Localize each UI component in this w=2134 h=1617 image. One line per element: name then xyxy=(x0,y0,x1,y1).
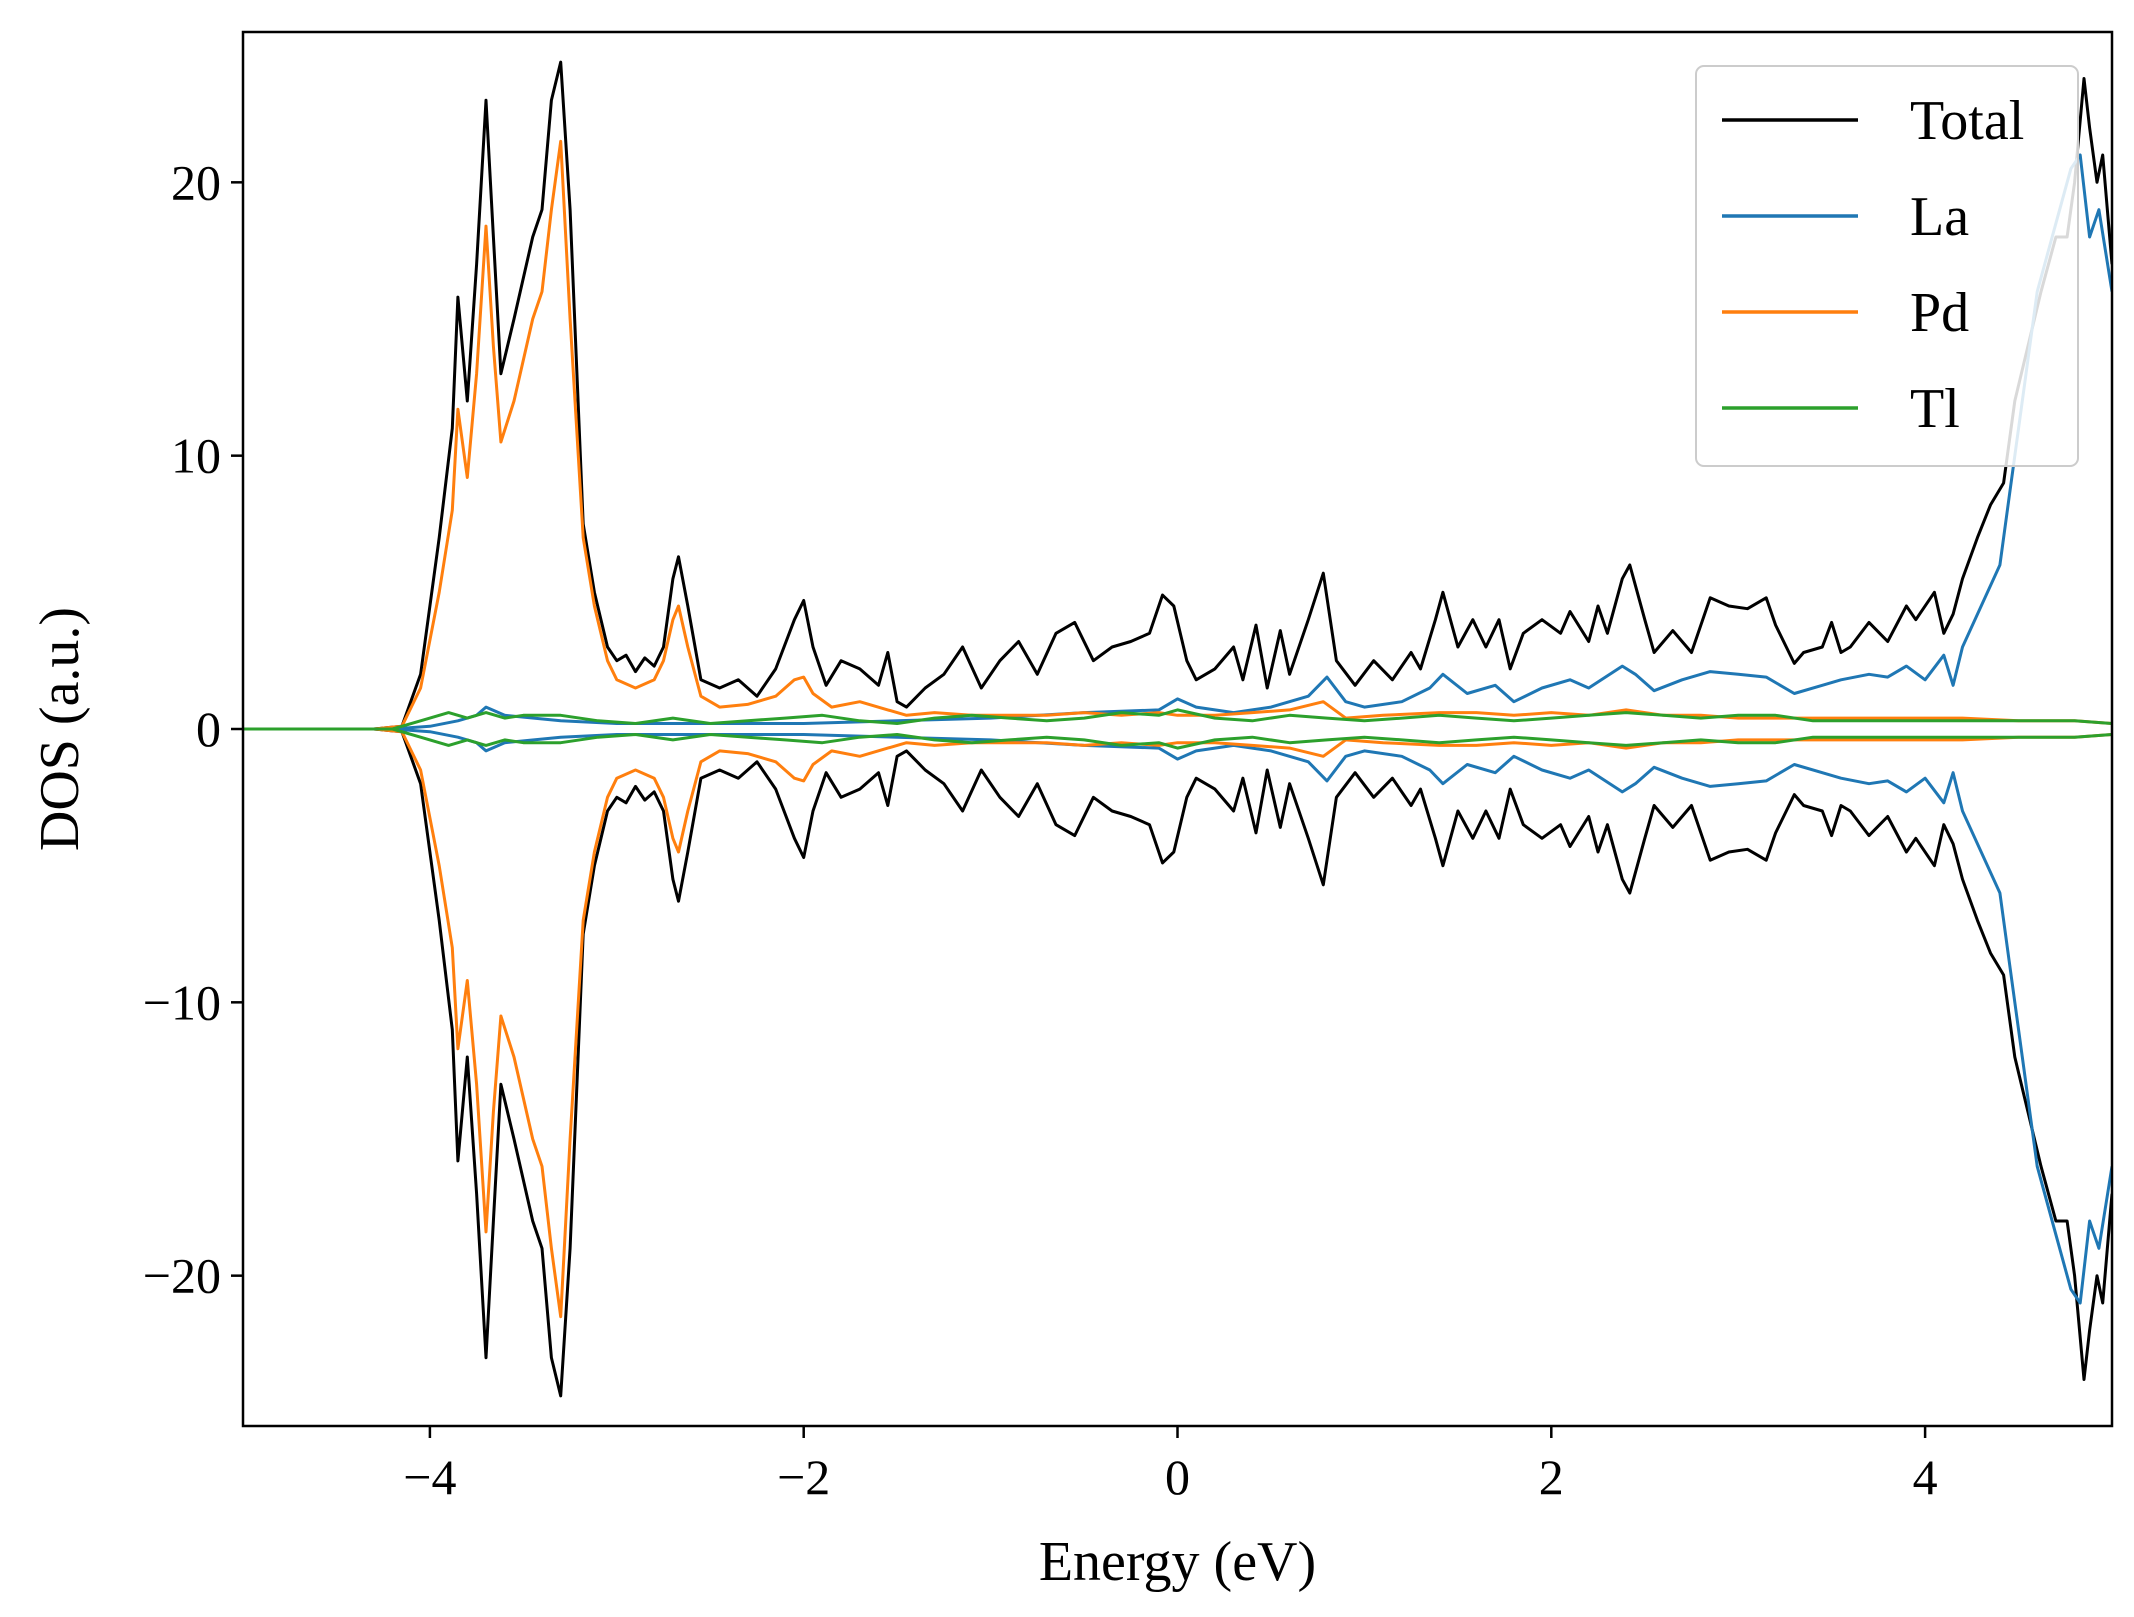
y-tick-label: 0 xyxy=(196,701,221,757)
series-layer xyxy=(243,60,2112,1398)
y-tick-label: −20 xyxy=(143,1248,221,1304)
legend-box xyxy=(1695,65,2079,467)
series-line-pd-spin-down xyxy=(243,727,2112,1319)
y-tick-label: 10 xyxy=(171,428,221,484)
y-axis-label: DOS (a.u.) xyxy=(29,607,91,851)
x-tick-label: −4 xyxy=(403,1449,456,1505)
x-axis-label: Energy (eV) xyxy=(1039,1531,1316,1593)
legend-label-total: Total xyxy=(1910,90,2024,152)
series-line-total-spin-up xyxy=(243,60,2112,731)
x-tick-label: −2 xyxy=(777,1449,830,1505)
series-line-la-spin-down xyxy=(243,727,2112,1305)
legend-label-pd: Pd xyxy=(1910,282,1969,344)
legend-items: Total La Pd Tl xyxy=(1722,90,2024,440)
legend: Total La Pd Tl xyxy=(1695,65,2079,467)
legend-label-tl: Tl xyxy=(1910,378,1960,440)
y-tick-label: 20 xyxy=(171,154,221,210)
series-line-tl-spin-down xyxy=(243,727,2112,750)
series-line-total-spin-down xyxy=(243,727,2112,1398)
series-line-pd-spin-up xyxy=(243,139,2112,731)
series-line-tl-spin-up xyxy=(243,708,2112,731)
x-tick-label: 4 xyxy=(1913,1449,1938,1505)
series-line-la-spin-up xyxy=(243,153,2112,731)
legend-label-la: La xyxy=(1910,186,1969,248)
x-tick-label: 2 xyxy=(1539,1449,1564,1505)
x-tick-label: 0 xyxy=(1165,1449,1190,1505)
y-tick-label: −10 xyxy=(143,974,221,1030)
